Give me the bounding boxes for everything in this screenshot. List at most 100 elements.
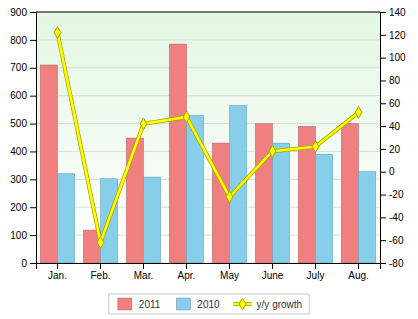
grid-line xyxy=(36,123,380,124)
bar xyxy=(187,115,204,263)
tick-label: 140 xyxy=(389,7,406,18)
bar xyxy=(126,138,143,263)
legend-frame xyxy=(109,294,309,314)
frame-top xyxy=(36,12,380,13)
bar xyxy=(316,154,333,263)
bar-series xyxy=(58,105,376,263)
tick-mark xyxy=(100,263,101,269)
legend-label: 2011 xyxy=(139,299,161,310)
tick-mark xyxy=(30,124,36,125)
tick-label: 40 xyxy=(389,121,401,132)
tick-label: 100 xyxy=(389,52,406,63)
y2-axis: -80 -60 -40 -20 0 20 40 60 80 100 120 140 xyxy=(380,7,406,269)
bar xyxy=(144,177,161,263)
grid-line xyxy=(36,39,380,40)
axis-line xyxy=(37,264,381,270)
tick-mark xyxy=(272,263,273,269)
axis-line xyxy=(30,13,37,264)
tick-mark xyxy=(229,263,230,269)
line-casing xyxy=(58,33,359,243)
y2-tick: 60 xyxy=(380,98,401,109)
tick-label: 0 xyxy=(389,166,395,177)
x-tick: Apr. xyxy=(178,263,196,281)
legend-swatch xyxy=(176,298,190,310)
plot-background xyxy=(36,12,380,263)
y2-tick: 120 xyxy=(380,30,406,41)
tick-label: Aug. xyxy=(348,270,369,281)
y2-tick: -20 xyxy=(380,189,404,200)
tick-mark xyxy=(30,207,36,208)
line-series xyxy=(54,27,362,249)
x-tick: Aug. xyxy=(348,263,369,281)
axis-line xyxy=(381,13,387,264)
tick-mark xyxy=(30,68,36,69)
tick-mark xyxy=(380,12,386,13)
bar xyxy=(40,65,57,263)
tick-label: Apr. xyxy=(178,270,196,281)
legend-item: 2011 xyxy=(118,298,161,310)
marker xyxy=(97,237,104,249)
tick-mark xyxy=(380,263,386,264)
y2-tick: 20 xyxy=(380,144,401,155)
y-tick: 100 xyxy=(10,230,36,241)
grid-line xyxy=(36,12,380,13)
y2-tick: -80 xyxy=(380,258,404,269)
tick-label: 60 xyxy=(389,98,401,109)
y2-tick: -40 xyxy=(380,212,404,223)
tick-label: 80 xyxy=(389,75,401,86)
y-tick: 0 xyxy=(21,258,36,269)
tick-label: 500 xyxy=(10,118,27,129)
tick-label: 200 xyxy=(10,202,27,213)
y-tick: 600 xyxy=(10,90,36,101)
line xyxy=(58,33,359,243)
legend-items: 2011 2010 y/y growth xyxy=(118,298,302,310)
y2-tick: 0 xyxy=(380,166,395,177)
tick-label: 0 xyxy=(21,258,27,269)
tick-label: -40 xyxy=(389,212,404,223)
tick-mark xyxy=(30,263,36,264)
x-tick: Jan. xyxy=(48,263,67,281)
legend-item: 2010 xyxy=(176,298,220,310)
marker xyxy=(183,111,190,123)
legend-marker xyxy=(239,298,246,310)
legend-label: y/y growth xyxy=(257,299,303,310)
tick-label: Feb. xyxy=(90,270,110,281)
y2-tick: 100 xyxy=(380,52,406,63)
tick-label: 300 xyxy=(10,174,27,185)
tick-mark xyxy=(380,195,386,196)
x-axis: Jan. Feb. Mar. Apr. May June July Aug. xyxy=(37,263,381,281)
y2-tick: 40 xyxy=(380,121,401,132)
tick-mark xyxy=(30,40,36,41)
tick-label: May xyxy=(220,270,239,281)
tick-mark xyxy=(380,103,386,104)
legend-item: y/y growth xyxy=(234,298,303,310)
tick-label: 700 xyxy=(10,62,27,73)
marker xyxy=(226,191,233,203)
tick-mark xyxy=(380,217,386,218)
bar xyxy=(273,143,290,263)
marks xyxy=(40,27,375,263)
legend: 2011 2010 y/y growth xyxy=(109,294,309,314)
bar xyxy=(255,124,272,263)
tick-mark xyxy=(380,149,386,150)
marker xyxy=(140,118,147,130)
x-tick: Mar. xyxy=(134,263,153,281)
y2-tick: 80 xyxy=(380,75,401,86)
bar xyxy=(58,174,75,263)
tick-label: 900 xyxy=(10,7,27,18)
y2-tick: 140 xyxy=(380,7,406,18)
bar xyxy=(341,124,358,263)
tick-label: July xyxy=(307,270,325,281)
y2-tick: -60 xyxy=(380,235,404,246)
tick-label: June xyxy=(262,270,284,281)
tick-mark xyxy=(57,263,58,269)
x-tick: May xyxy=(220,263,239,281)
chart: Jan.Feb.Mar.Apr.MayJuneJulyAug.010020030… xyxy=(0,0,418,319)
tick-mark xyxy=(30,96,36,97)
marker xyxy=(269,145,276,157)
tick-label: 120 xyxy=(389,30,406,41)
grid-line xyxy=(36,95,380,96)
x-tick: Feb. xyxy=(90,263,110,281)
y-tick: 200 xyxy=(10,202,36,213)
x-tick: June xyxy=(262,263,284,281)
